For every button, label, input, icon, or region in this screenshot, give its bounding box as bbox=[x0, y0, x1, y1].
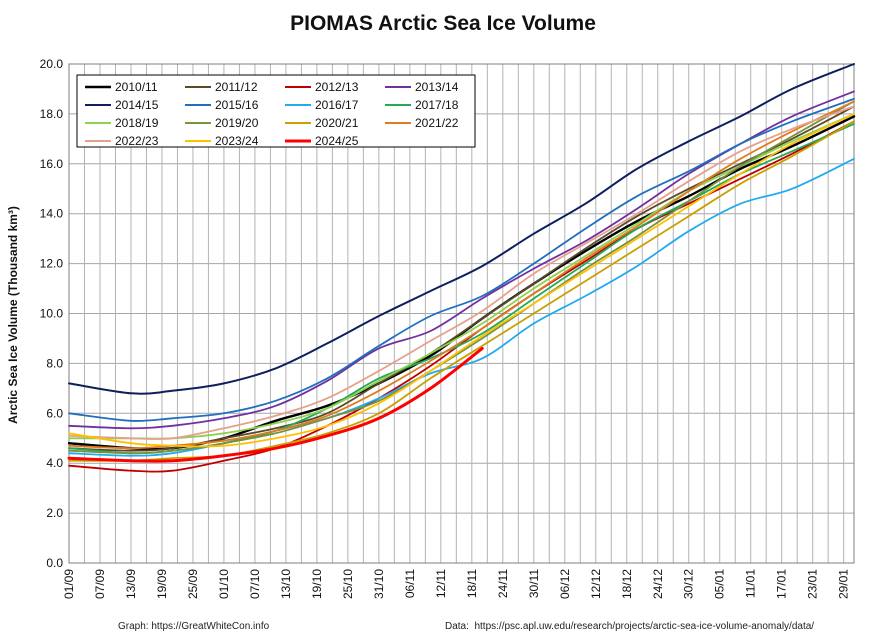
x-tick-label: 12/12 bbox=[589, 569, 603, 599]
y-tick-label: 10.0 bbox=[40, 307, 64, 321]
x-tick-label: 07/09 bbox=[93, 569, 107, 599]
y-axis-label: Arctic Sea Ice Volume (Thousand km³) bbox=[6, 206, 20, 424]
x-tick-label: 19/10 bbox=[310, 569, 324, 599]
y-tick-label: 16.0 bbox=[40, 157, 64, 171]
y-tick-label: 6.0 bbox=[46, 406, 63, 420]
series-group bbox=[67, 63, 856, 473]
legend-label: 2012/13 bbox=[315, 80, 359, 94]
x-tick-label: 01/10 bbox=[217, 569, 231, 599]
x-tick-label: 05/01 bbox=[713, 569, 727, 599]
y-axis-ticks: 0.0 2.0 4.0 6.0 8.0 10.0 12.0 14.0 16.0 18.0 20.0 bbox=[40, 57, 64, 570]
legend-label: 2010/11 bbox=[115, 80, 158, 94]
legend-label: 2013/14 bbox=[415, 80, 459, 94]
x-tick-label: 12/11 bbox=[434, 569, 448, 598]
x-tick-label: 25/09 bbox=[186, 569, 200, 599]
legend-label: 2015/16 bbox=[215, 98, 259, 112]
x-tick-label: 19/09 bbox=[155, 569, 169, 599]
x-tick-label: 30/11 bbox=[527, 569, 541, 598]
series-line-2019-20 bbox=[68, 100, 855, 455]
y-tick-label: 18.0 bbox=[40, 107, 64, 121]
series-line-2015-16 bbox=[68, 98, 855, 422]
series-line-2023-24 bbox=[68, 113, 855, 448]
y-tick-label: 0.0 bbox=[46, 556, 63, 570]
y-tick-label: 14.0 bbox=[40, 207, 64, 221]
legend-label: 2018/19 bbox=[115, 116, 159, 130]
x-tick-label: 24/12 bbox=[651, 569, 665, 599]
series-line-2018-19 bbox=[68, 113, 855, 440]
x-tick-label: 18/12 bbox=[620, 569, 634, 599]
y-tick-label: 2.0 bbox=[46, 506, 63, 520]
x-tick-label: 13/10 bbox=[279, 569, 293, 599]
chart-title: PIOMAS Arctic Sea Ice Volume bbox=[290, 12, 596, 35]
series-line-2024-25 bbox=[67, 346, 484, 463]
legend-label: 2014/15 bbox=[115, 98, 159, 112]
x-tick-label: 07/10 bbox=[248, 569, 262, 599]
legend-label: 2011/12 bbox=[215, 80, 258, 94]
x-tick-label: 06/12 bbox=[558, 569, 572, 599]
legend-label: 2019/20 bbox=[215, 116, 259, 130]
y-tick-label: 20.0 bbox=[40, 57, 64, 71]
legend-label: 2023/24 bbox=[215, 134, 259, 148]
legend-label: 2020/21 bbox=[315, 116, 359, 130]
x-tick-label: 30/12 bbox=[682, 569, 696, 599]
x-tick-label: 25/10 bbox=[341, 569, 355, 599]
y-tick-label: 8.0 bbox=[46, 356, 63, 370]
x-tick-label: 13/09 bbox=[124, 569, 138, 599]
credit-graph: Graph: https://GreatWhiteCon.info bbox=[118, 621, 270, 632]
x-tick-label: 29/01 bbox=[837, 569, 851, 599]
plot-area bbox=[68, 63, 855, 564]
legend-label: 2016/17 bbox=[315, 98, 359, 112]
x-tick-label: 31/10 bbox=[372, 569, 386, 599]
x-tick-label: 17/01 bbox=[775, 569, 789, 599]
credit-data: Data: https://psc.apl.uw.edu/research/pr… bbox=[445, 621, 814, 632]
series-line-2014-15 bbox=[68, 63, 855, 395]
x-tick-label: 18/11 bbox=[465, 569, 479, 598]
series-line-2022-23 bbox=[68, 105, 855, 441]
legend-label: 2017/18 bbox=[415, 98, 459, 112]
x-tick-label: 11/01 bbox=[744, 569, 758, 598]
y-tick-label: 12.0 bbox=[40, 257, 64, 271]
legend: 2010/11 2011/12 2012/13 2013/14 2014/15 2015/… bbox=[76, 74, 476, 148]
legend-label: 2022/23 bbox=[115, 134, 159, 148]
legend-label: 2024/25 bbox=[315, 134, 359, 148]
x-tick-label: 06/11 bbox=[403, 569, 417, 598]
x-tick-label: 01/09 bbox=[62, 569, 76, 599]
y-tick-label: 4.0 bbox=[46, 456, 63, 470]
legend-label: 2021/22 bbox=[415, 116, 459, 130]
series-line-2021-22 bbox=[68, 100, 855, 450]
x-tick-label: 24/11 bbox=[496, 569, 510, 598]
x-tick-label: 23/01 bbox=[806, 569, 820, 599]
x-axis-ticks: 01/09 07/09 13/09 19/09 25/09 01/10 07/10 13/10… bbox=[62, 569, 851, 599]
